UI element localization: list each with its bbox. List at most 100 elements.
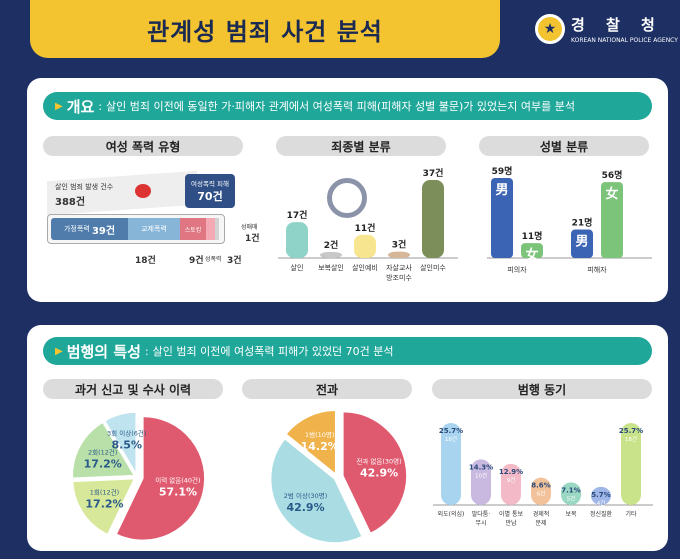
violence-stacked-bar: 가정폭력 39건 교제폭력 스토킹 — [47, 214, 225, 244]
gender-symbol: 女 — [525, 247, 538, 263]
motive-category-label: 이별 통보 — [499, 510, 523, 518]
gender-symbol: 男 — [575, 235, 588, 250]
history-slice-value: 57.1% — [159, 485, 197, 498]
dating-value: 18건 — [135, 256, 156, 266]
motive-value-label: 5.7% — [591, 491, 610, 499]
victim-box: 여성폭력 피해 70건 — [185, 174, 235, 208]
victim-value: 70건 — [197, 190, 223, 203]
history-slice — [115, 415, 206, 542]
total-label: 살인 범죄 발생 건수 — [55, 183, 114, 191]
features-heading: 범행의 특성 — [66, 342, 141, 361]
charges-category-label: 방조미수 — [386, 273, 412, 282]
record-slice-label: 1범(10명) — [305, 430, 334, 439]
motive-title: 범행 동기 — [432, 379, 652, 399]
gender-bar — [491, 178, 513, 258]
record-slice-value: 42.9% — [360, 466, 398, 479]
charges-bar — [354, 234, 376, 258]
motive-bar — [621, 423, 641, 505]
features-desc: 살인 범죄 이전에 여성폭력 피해가 있었던 70건 분석 — [152, 345, 394, 358]
motive-count-label: 18건 — [445, 436, 457, 443]
motive-bar — [531, 477, 551, 505]
charges-category-label: 살인 — [291, 263, 304, 272]
history-slice — [103, 411, 137, 477]
record-slice-label: 2범 이상(30명) — [284, 491, 327, 500]
org-name-en: KOREAN NATIONAL POLICE AGENCY — [571, 37, 678, 44]
charges-category-label: 살인미수 — [420, 263, 446, 272]
gender-value-label: 56명 — [602, 169, 623, 181]
motive-category-label: 보복 — [565, 511, 577, 518]
motive-value-label: 8.6% — [531, 482, 550, 490]
motive-bar — [501, 463, 521, 505]
segment-prostitution — [215, 218, 219, 240]
motive-count-label: 10건 — [475, 472, 487, 479]
triangle-icon: ▶ — [55, 345, 63, 357]
history-slice — [71, 421, 136, 480]
violence-types-title: 여성 폭력 유형 — [43, 136, 243, 156]
record-title: 전과 — [242, 379, 412, 399]
motive-count-label: 18건 — [625, 436, 637, 443]
history-slice-label: 이력 없음(40건) — [155, 475, 200, 484]
charges-value-label: 37건 — [423, 167, 444, 179]
motive-category-label: 경제적 — [533, 510, 550, 518]
gender-bar — [571, 229, 593, 258]
overview-banner: ▶ 개요 : 살인 범죄 이전에 동일한 가·피해자 관계에서 여성폭력 피해(… — [43, 92, 652, 120]
record-slice-value: 42.9% — [286, 501, 324, 514]
sexual-label: 성폭력 — [205, 256, 222, 263]
motive-count-label: 6건 — [537, 491, 546, 498]
gender-bar — [601, 182, 623, 258]
gender-bar — [521, 243, 543, 258]
motive-bar — [561, 482, 581, 505]
prostitution-value: 1건 — [245, 234, 260, 244]
gender-value-label: 11명 — [522, 230, 543, 242]
motive-value-label: 14.3% — [469, 463, 493, 471]
history-slice — [71, 477, 136, 536]
gender-category-label: 피의자 — [507, 265, 527, 274]
charges-bar — [422, 180, 444, 258]
title-tab: 관계성 범죄 사건 분석 — [30, 0, 500, 58]
charges-value-label: 11건 — [355, 222, 376, 234]
history-slice-value: 17.2% — [84, 457, 122, 470]
segment-domestic: 가정폭력 39건 — [51, 218, 128, 240]
gender-title: 성별 분류 — [479, 136, 649, 156]
motive-category-label: 만남 — [505, 519, 517, 527]
triangle-icon: ▶ — [55, 100, 63, 112]
features-panel: ▶ 범행의 특성 : 살인 범죄 이전에 여성폭력 피해가 있었던 70건 분석… — [27, 325, 668, 551]
record-pie-chart: 전과 없음(30명)42.9%2범 이상(30명)42.9%1범(10명)14.… — [269, 409, 408, 544]
record-slice — [269, 437, 364, 544]
charges-value-label: 2건 — [324, 239, 339, 251]
motive-count-label: 4건 — [597, 500, 606, 507]
history-slice-label: 2회(12건) — [88, 447, 117, 456]
police-emblem-icon: ★ — [535, 14, 565, 44]
motive-category-label: 외도(의심) — [438, 510, 465, 518]
charges-bar — [320, 252, 342, 258]
history-slice-value: 8.5% — [111, 438, 142, 451]
org-name-kr: 경 찰 청 — [571, 16, 663, 34]
stalking-value: 9건 — [189, 256, 204, 266]
total-value: 388건 — [55, 197, 86, 208]
charges-value-label: 3건 — [392, 239, 407, 251]
motive-value-label: 25.7% — [619, 427, 643, 435]
gender-value-label: 59명 — [492, 166, 513, 177]
record-slice-value: 14.2% — [301, 440, 339, 453]
gender-symbol: 女 — [605, 186, 618, 202]
page-title: 관계성 범죄 사건 분석 — [147, 17, 383, 46]
history-pie-chart: 이력 없음(40건)57.1%1회(12건)17.2%2회(12건)17.2%3… — [71, 411, 206, 542]
final-charges-title: 죄종별 분류 — [276, 136, 446, 156]
motive-category-label: 말다툼· — [472, 510, 491, 518]
segment-stalking: 스토킹 — [180, 218, 206, 240]
magnifier-icon — [327, 178, 367, 218]
charges-category-label: 보복살인 — [318, 263, 344, 272]
sexual-value: 3건 — [227, 256, 242, 266]
motive-category-label: 기타 — [625, 510, 637, 518]
motive-value-label: 7.1% — [561, 486, 580, 494]
history-slice-label: 1회(12건) — [90, 487, 119, 496]
motive-value-label: 12.9% — [499, 468, 523, 476]
history-slice-label: 3회 이상(6건) — [107, 428, 146, 437]
overview-heading: 개요 — [66, 97, 95, 116]
police-logo: ★ 경 찰 청 KOREAN NATIONAL POLICE AGENCY — [535, 14, 678, 44]
charges-category-label: 자살교사 — [386, 263, 412, 272]
overview-desc: 살인 범죄 이전에 동일한 가·피해자 관계에서 여성폭력 피해(피해자 성별 … — [106, 100, 575, 113]
